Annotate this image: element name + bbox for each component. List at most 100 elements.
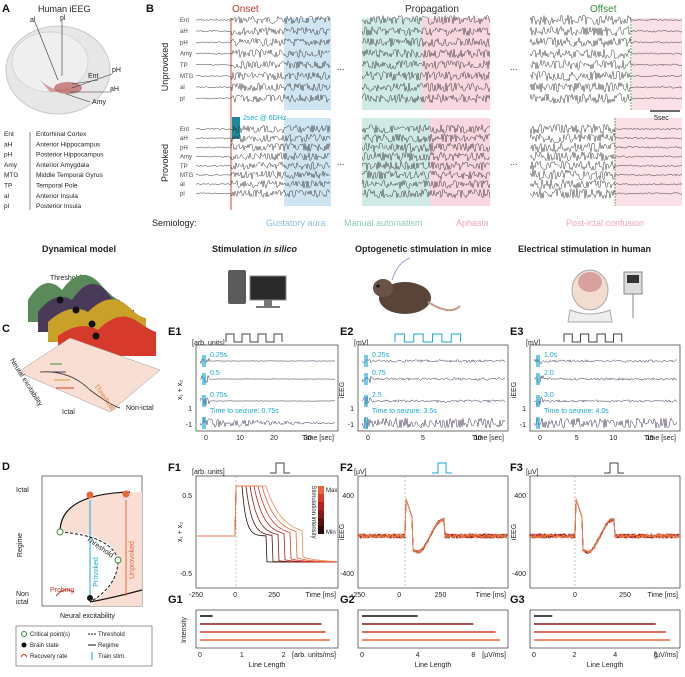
f-cbar-seg-4: [318, 518, 324, 526]
e-xtick-1-2: 10: [474, 435, 482, 442]
trace-r0-s1-c5: [361, 70, 491, 82]
channel-label-p-4: TP: [180, 164, 188, 170]
legend-train: Train stim.: [98, 654, 126, 660]
f-axes-0: [195, 475, 339, 589]
e-xtick-2-1: 5: [575, 435, 579, 442]
e-seizure-2: Time to seizure: 4.0s: [544, 408, 609, 415]
g-unit-2: [µV/ms]: [654, 652, 678, 659]
f-cbar-max: Max: [326, 488, 337, 494]
f-cbar-seg-2: [318, 502, 324, 510]
f-axes-2: [529, 475, 681, 589]
e-dur-0-0: 0.25s: [210, 352, 228, 359]
trace-r0-s2-c0: [529, 14, 683, 26]
e-trace-0-1: [199, 374, 336, 384]
unprovoked-region: [60, 492, 142, 606]
trace-r0-s2-c4: [529, 59, 683, 71]
offset-postictal-shade-2: [615, 118, 682, 206]
e-unit-1: [mV]: [354, 340, 368, 347]
state-ball-2: [72, 306, 80, 314]
e-stim-mark-0-3: [202, 417, 206, 429]
panel-b: B Onset Propagation Offset Unprovoked Pr…: [146, 3, 683, 228]
legend-name-4: Middle Temporal Gyrus: [36, 172, 103, 179]
legend-abbr-2: pH: [4, 152, 13, 159]
legend-name-2: Posterior Hippocampus: [36, 152, 104, 159]
trace-r0-s0-c2: [195, 37, 331, 47]
trace-r1-s0-c0: [195, 124, 331, 134]
upper-branch: [59, 491, 131, 533]
g-xtick-1-1: 4: [416, 652, 420, 659]
threshold-label: Threshold: [50, 275, 81, 282]
panel-c: Dynamical model C Threshold Threshold Ne…: [2, 244, 161, 416]
f-trace-2-6: [529, 498, 680, 554]
trace-r0-s2-c3: [529, 48, 683, 59]
e-xtick-2-2: 10: [609, 435, 617, 442]
e-ylabel-0: x₁ + x₂: [177, 380, 184, 400]
e-unit-2: [mV]: [526, 340, 540, 347]
channel-label-p-7: pl: [180, 191, 185, 197]
nonictal-label-d-1: Non: [16, 591, 29, 598]
e-ylabel-1: iEEG: [339, 382, 346, 398]
provoked-endpoint: [86, 491, 94, 499]
trace-r1-s1-c0: [361, 123, 491, 134]
trace-r1-s1-c3: [361, 151, 491, 162]
e-xtick-0-0: 0: [204, 435, 208, 442]
e-trace-0-0: [199, 357, 335, 365]
e-stim-mark-1-2: [364, 395, 368, 407]
trace-r1-s0-c4: [195, 160, 331, 171]
trace-r0-s2-c2: [529, 36, 683, 48]
e-letter-2: E3: [510, 326, 523, 338]
e-ytick-0-1: 1: [350, 406, 354, 413]
trace-r0-s1-c3: [361, 48, 491, 59]
ictal-label: Ictal: [62, 409, 75, 416]
trace-r1-s2-c6: [529, 178, 683, 190]
e-trace-0-3: [199, 417, 336, 428]
g-axes-2: [529, 609, 681, 649]
trace-r1-s2-c2: [529, 142, 683, 154]
panel-c-letter: C: [2, 323, 10, 335]
e-ytick-0-2: 1: [522, 406, 526, 413]
legend-abbr-3: Amy: [4, 162, 18, 169]
trace-r0-s0-c5: [195, 71, 331, 81]
header-opto: Optogenetic stimulation in mice: [355, 244, 492, 254]
panel-b-letter: B: [146, 3, 154, 15]
trace-r1-s2-c7: [529, 187, 683, 199]
trace-r1-s2-c4: [529, 160, 683, 172]
legend-regime: Regime: [98, 643, 119, 649]
e-stim-mark-1-3: [364, 417, 368, 429]
lower-branch: [89, 589, 143, 603]
e-trace-2-1: [534, 374, 678, 383]
e-xtick-1-0: 0: [366, 435, 370, 442]
channel-label-p-6: al: [180, 182, 185, 188]
provoked-label-d: Provoked: [93, 557, 100, 587]
e-axes-0: [195, 344, 339, 432]
e-trace-2-0: [533, 357, 678, 365]
nonictal-label-d-2: ictal: [16, 599, 29, 606]
brain-label-ah: aH: [110, 86, 119, 93]
semiology-manual: Manual automatism: [344, 218, 423, 228]
trace-r1-s1-c6: [361, 179, 491, 190]
trace-r0-s2-c7: [529, 93, 683, 104]
legend-recovery: Recovery rate: [30, 654, 68, 660]
e-trace-2-3: [533, 417, 678, 429]
e-dur-2-0: 0.75s: [210, 392, 228, 399]
legend-name-7: Posterior Insula: [36, 203, 82, 210]
probing-curve: [55, 589, 75, 597]
channel-label-u-3: Amy: [180, 52, 192, 58]
f-cbar-seg-1: [318, 494, 324, 502]
trace-r1-s1-c4: [361, 160, 491, 171]
trace-r1-s0-c7: [195, 188, 331, 199]
trace-r0-s1-c4: [361, 59, 491, 70]
e-stim-mark-2-1: [536, 373, 540, 385]
g-letter-0: G1: [168, 594, 183, 606]
e-letter-0: E1: [168, 326, 181, 338]
panel-d: D Ictal Regime Non ictal Threshold Unpro…: [2, 461, 153, 667]
legend-brain-state: Brain state: [30, 643, 59, 649]
trace-r0-s0-c3: [195, 48, 331, 59]
legend-threshold: Threshold: [98, 632, 125, 638]
f-panels: F1 [arb. units] x₁ + x₂ 0.5 -0.5 -250 0 250 Time…: [168, 462, 681, 599]
legend-frame: [15, 625, 153, 667]
e-stim-mark-0-1: [202, 373, 206, 385]
e-ytick-1-2: -1: [520, 422, 526, 429]
e-stim-mark-2-0: [536, 355, 540, 367]
f-pulse-1: [432, 462, 452, 474]
